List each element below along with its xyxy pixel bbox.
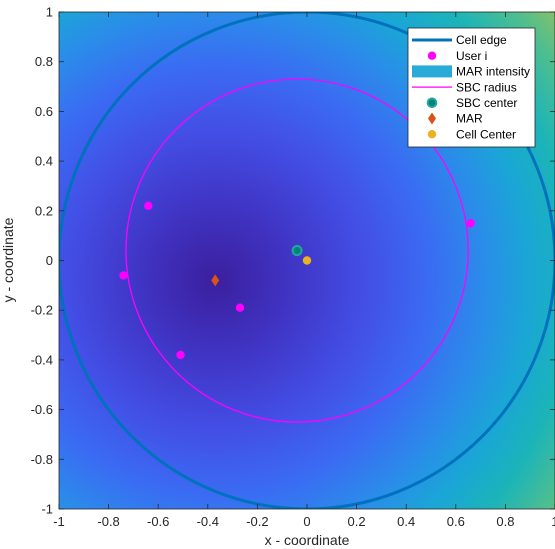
legend-swatch-sbc-center [426,97,438,109]
y-tick-label: -0.2 [31,303,53,318]
legend-label: MAR [456,112,483,126]
x-tick-label: 0.6 [447,514,465,529]
y-tick-label: -1 [41,502,53,517]
mar-marker [211,274,220,287]
x-tick-label: -0.8 [97,514,119,529]
user-point [235,303,245,312]
overlay-layer [59,12,555,509]
cell-center-marker [302,256,312,265]
y-tick-label: 0.8 [35,54,53,69]
y-tick-label: 0.4 [35,154,53,169]
legend-label: MAR intensity [456,65,530,79]
legend-label: Cell Center [456,127,516,141]
legend-swatch-dot [427,51,437,60]
y-tick-label: 1 [46,5,53,20]
y-tick-label: 0 [46,253,53,268]
x-tick-label: 0.4 [397,514,415,529]
x-tick-label: 0.2 [348,514,366,529]
y-tick-label: -0.8 [31,452,53,467]
user-point [176,350,185,360]
sbc-center-marker [291,245,303,257]
user-point [466,219,475,228]
legend-swatch-mar-intensity [412,65,452,78]
x-tick-label: -0.2 [246,514,268,529]
marker-layer [119,201,475,360]
legend-label: User i [456,49,487,63]
user-point [119,271,128,280]
legend-swatch-mar [428,112,436,125]
x-tick-label: -1 [53,514,65,529]
y-tick-label: -0.4 [31,352,53,367]
legend-label: Cell edge [456,33,507,47]
x-axis-label: x - coordinate [265,532,350,548]
y-tick-label: -0.6 [31,402,53,417]
x-tick-label: -0.6 [147,514,169,529]
y-tick-label: 0.6 [35,104,53,119]
x-tick-label: 0.8 [496,514,514,529]
sbc-radius-circle [125,78,469,423]
legend-label: SBC radius [456,80,517,94]
y-tick-label: 0.2 [35,203,53,218]
y-axis-label: y - coordinate [0,217,16,302]
x-tick-label: -0.4 [197,514,219,529]
user-point [144,201,153,211]
x-tick-label: 1 [551,514,555,529]
x-tick-label: 0 [303,514,310,529]
legend-swatch-dot [427,130,437,139]
x-axis: -1 -0.8 -0.6 -0.4 -0.2 0 0.2 0.4 0.6 0.8 1 [53,12,555,529]
y-axis: -1 -0.8 -0.6 -0.4 -0.2 0 0.2 0.4 0.6 0.8 1 [31,5,555,517]
legend-label: SBC center [456,96,517,110]
